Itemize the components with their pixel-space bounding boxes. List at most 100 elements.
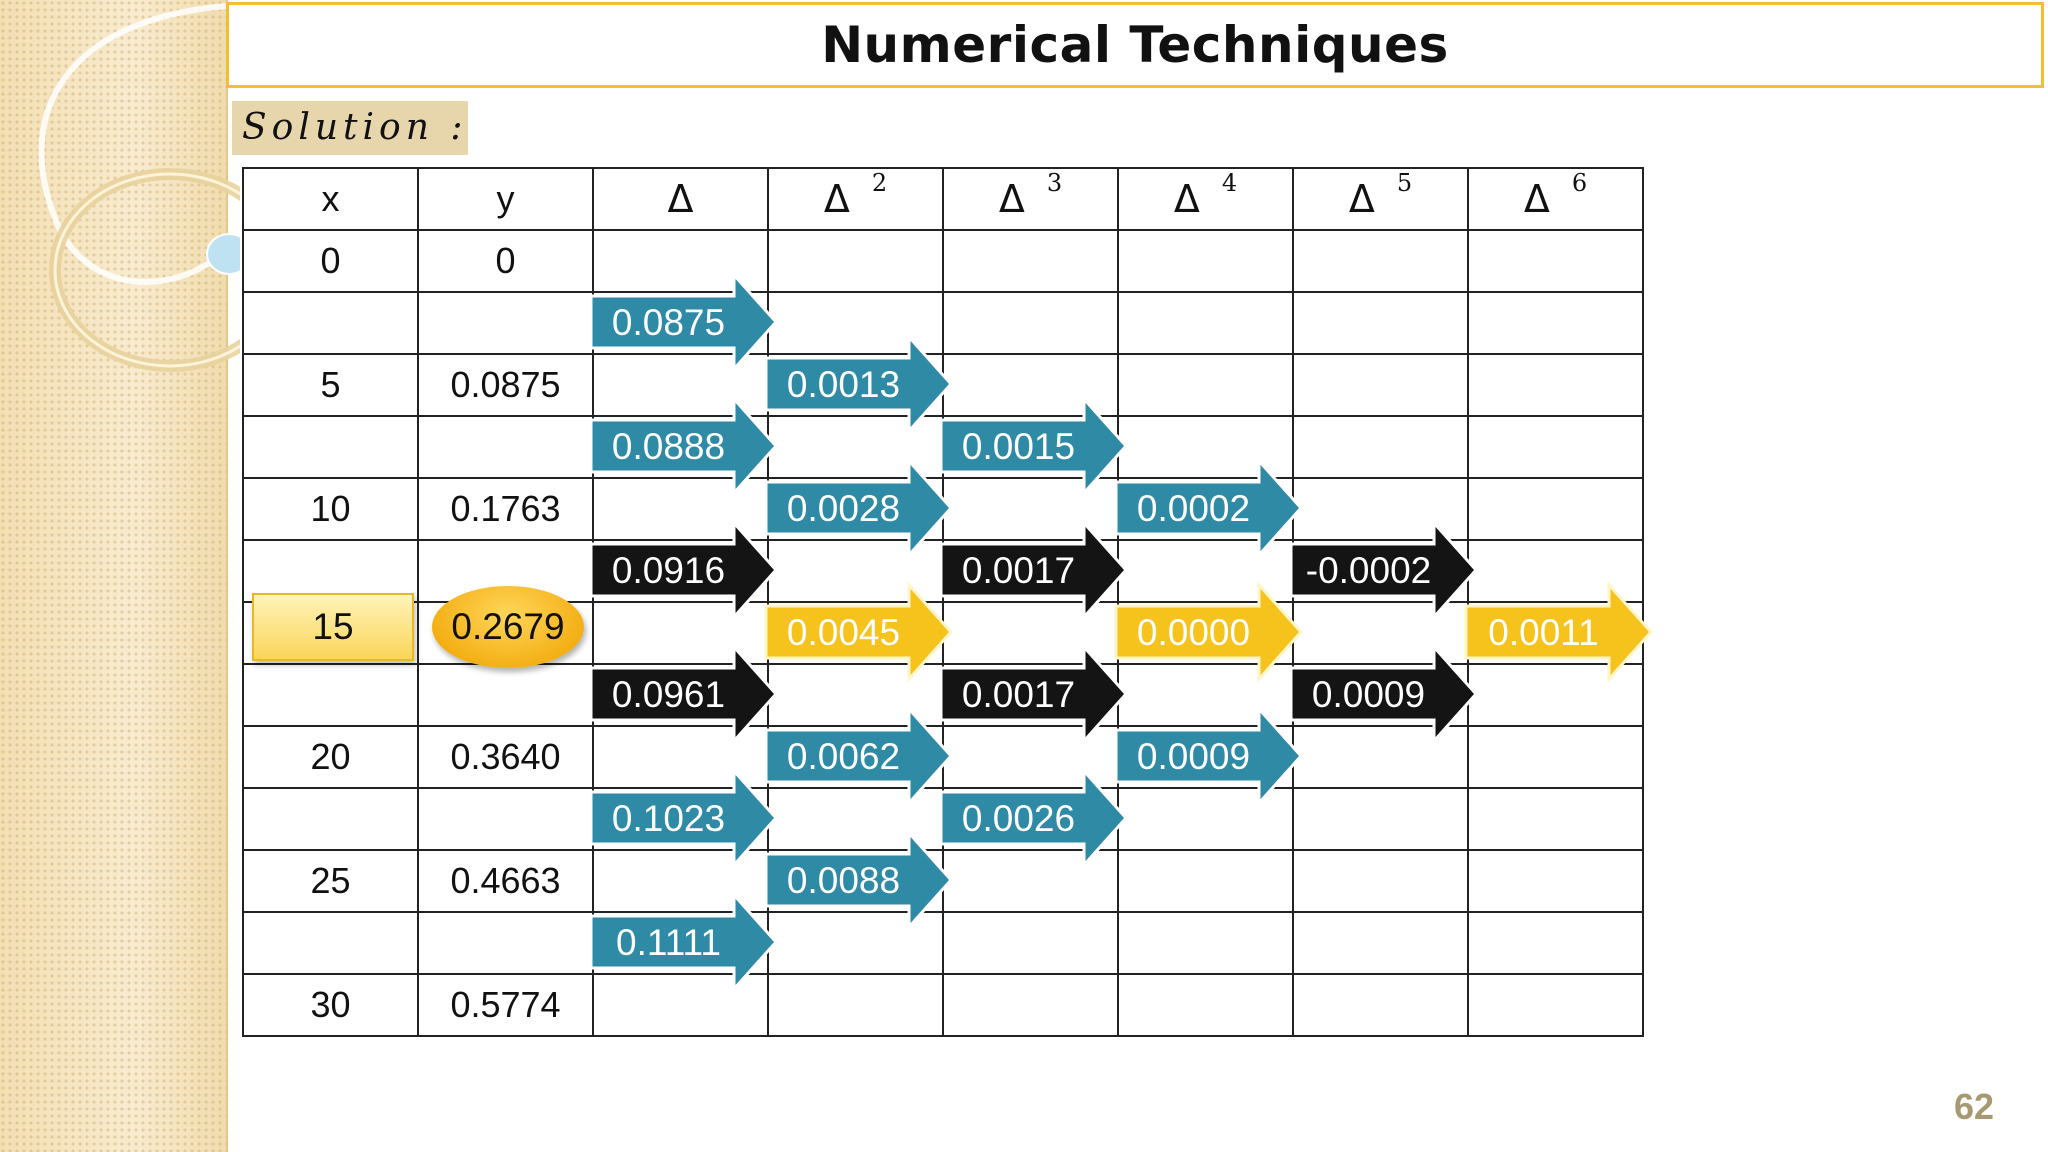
diff-cell [592, 787, 769, 851]
table-row: 25 0.4663 [242, 849, 1644, 913]
diff-cell [942, 725, 1119, 789]
delta-symbol: Δ [823, 177, 850, 221]
diff-cell [592, 415, 769, 479]
x-cell: 20 [242, 725, 419, 789]
y-cell [417, 663, 594, 727]
diff-cell [767, 353, 944, 417]
delta-power: 4 [1221, 169, 1238, 197]
diff-cell [1467, 787, 1644, 851]
diff-cell [1292, 787, 1469, 851]
diff-cell [767, 849, 944, 913]
diff-cell [1117, 477, 1294, 541]
diff-cell [767, 601, 944, 665]
diff-cell [942, 787, 1119, 851]
diff-cell [1292, 291, 1469, 355]
diff-cell [1467, 229, 1644, 293]
diff-cell [942, 477, 1119, 541]
y-cell: 0.4663 [417, 849, 594, 913]
y-cell: 0.0875 [417, 353, 594, 417]
diff-cell [1292, 663, 1469, 727]
table-row: 20 0.3640 [242, 725, 1644, 789]
diff-cell [1117, 539, 1294, 603]
diff-cell [1117, 415, 1294, 479]
diff-cell [767, 911, 944, 975]
diff-cell [1292, 849, 1469, 913]
diff-cell [1292, 229, 1469, 293]
decorative-rings [38, 3, 240, 372]
table-row [242, 911, 1644, 975]
x-cell [242, 291, 419, 355]
x-cell [242, 911, 419, 975]
diff-cell [592, 849, 769, 913]
diff-cell [1117, 229, 1294, 293]
delta-power: 2 [871, 169, 888, 197]
diff-cell [1467, 601, 1644, 665]
diff-cell [1117, 353, 1294, 417]
y-cell: 0.5774 [417, 973, 594, 1037]
diff-cell [767, 663, 944, 727]
diff-cell [767, 415, 944, 479]
diff-cell [592, 973, 769, 1037]
diff-cell [1292, 539, 1469, 603]
diff-cell [942, 663, 1119, 727]
diff-cell [1117, 849, 1294, 913]
diff-cell [1292, 973, 1469, 1037]
highlight-y-value: 0.2679 [432, 586, 584, 668]
y-cell [417, 911, 594, 975]
diff-cell [592, 353, 769, 417]
diff-cell [1117, 725, 1294, 789]
highlight-x-value: 15 [252, 593, 414, 661]
diff-cell [592, 229, 769, 293]
deco-ring-small [49, 168, 240, 372]
diff-cell [1292, 911, 1469, 975]
diff-cell [942, 353, 1119, 417]
diff-cell [767, 725, 944, 789]
table-row: 5 0.0875 [242, 353, 1644, 417]
diff-cell [767, 787, 944, 851]
slide-title: Numerical Techniques [821, 16, 1449, 74]
diff-cell [1117, 911, 1294, 975]
header-cell-0: x [242, 167, 419, 231]
diff-cell [592, 725, 769, 789]
diff-cell [592, 911, 769, 975]
diff-cell [942, 973, 1119, 1037]
diff-cell [1117, 663, 1294, 727]
diff-cell [1467, 291, 1644, 355]
diff-cell [767, 477, 944, 541]
diff-cell [942, 849, 1119, 913]
diff-cell [1292, 477, 1469, 541]
delta-symbol: Δ [1523, 177, 1550, 221]
delta-power: 6 [1571, 169, 1588, 197]
x-cell: 10 [242, 477, 419, 541]
diff-cell [592, 291, 769, 355]
diff-cell [592, 601, 769, 665]
diff-cell [767, 973, 944, 1037]
table-row [242, 539, 1644, 603]
diff-cell [592, 663, 769, 727]
diff-cell [942, 911, 1119, 975]
diff-cell [1467, 911, 1644, 975]
header-cell-1: y [417, 167, 594, 231]
delta-power: 5 [1396, 169, 1413, 197]
x-cell [242, 415, 419, 479]
diff-cell [942, 291, 1119, 355]
diff-cell [1117, 601, 1294, 665]
diff-cell [1117, 787, 1294, 851]
diff-cell [942, 229, 1119, 293]
diff-cell [1467, 415, 1644, 479]
table-row [242, 415, 1644, 479]
x-cell [242, 539, 419, 603]
x-cell: 25 [242, 849, 419, 913]
diff-cell [942, 539, 1119, 603]
table-row [242, 787, 1644, 851]
diff-cell [1467, 353, 1644, 417]
diff-cell [767, 291, 944, 355]
diff-cell [592, 477, 769, 541]
deco-ring-small-highlight [53, 172, 240, 368]
